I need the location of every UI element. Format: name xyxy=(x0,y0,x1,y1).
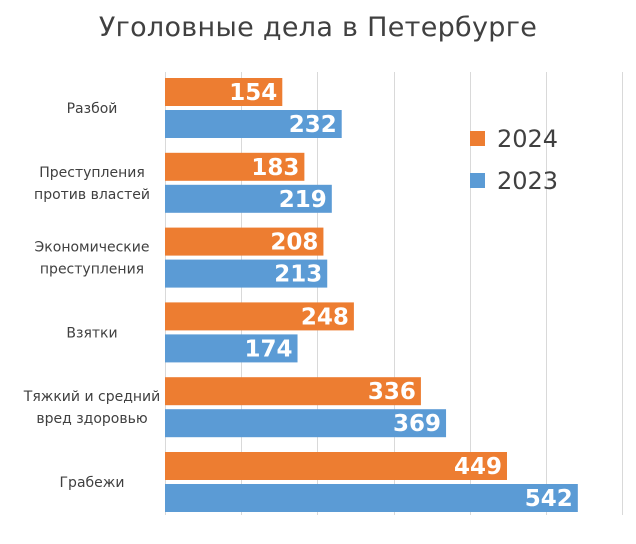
legend-swatch-2024 xyxy=(470,131,485,146)
data-label: 248 xyxy=(301,304,349,330)
category-label: Взятки xyxy=(66,325,117,341)
bar-2024 xyxy=(165,377,421,406)
bar-2023 xyxy=(165,259,328,288)
data-label: 183 xyxy=(251,155,299,181)
bar-2023 xyxy=(165,184,332,213)
bar-2024 xyxy=(165,227,324,256)
data-label: 219 xyxy=(279,187,327,213)
bar-2024 xyxy=(165,302,354,331)
bar-2023 xyxy=(165,334,298,363)
bar-2024 xyxy=(165,152,305,181)
data-label: 369 xyxy=(393,411,441,437)
category-label: Разбой xyxy=(67,101,118,117)
legend-label-2023: 2023 xyxy=(497,167,558,195)
bar-2023 xyxy=(165,484,578,512)
data-label: 174 xyxy=(245,336,293,362)
data-label: 213 xyxy=(274,262,322,288)
data-label: 449 xyxy=(454,454,502,480)
legend-label-2024: 2024 xyxy=(497,125,558,153)
data-label: 232 xyxy=(289,112,337,138)
bar-2023 xyxy=(165,110,342,138)
data-label: 542 xyxy=(525,486,573,512)
data-label: 336 xyxy=(368,379,416,405)
category-label: Преступления против властей xyxy=(34,165,150,203)
legend-swatch-2023 xyxy=(470,173,485,188)
bar-2024 xyxy=(165,78,283,106)
chart-title: Уголовные дела в Петербурге xyxy=(98,12,538,43)
category-label: Экономические преступления xyxy=(35,240,150,278)
bar-2023 xyxy=(165,409,447,438)
bar-2024 xyxy=(165,452,507,480)
data-label: 154 xyxy=(229,80,277,106)
data-label: 208 xyxy=(270,230,318,256)
category-label: Грабежи xyxy=(60,475,125,491)
category-label: Тяжкий и средний вред здоровью xyxy=(23,389,160,427)
